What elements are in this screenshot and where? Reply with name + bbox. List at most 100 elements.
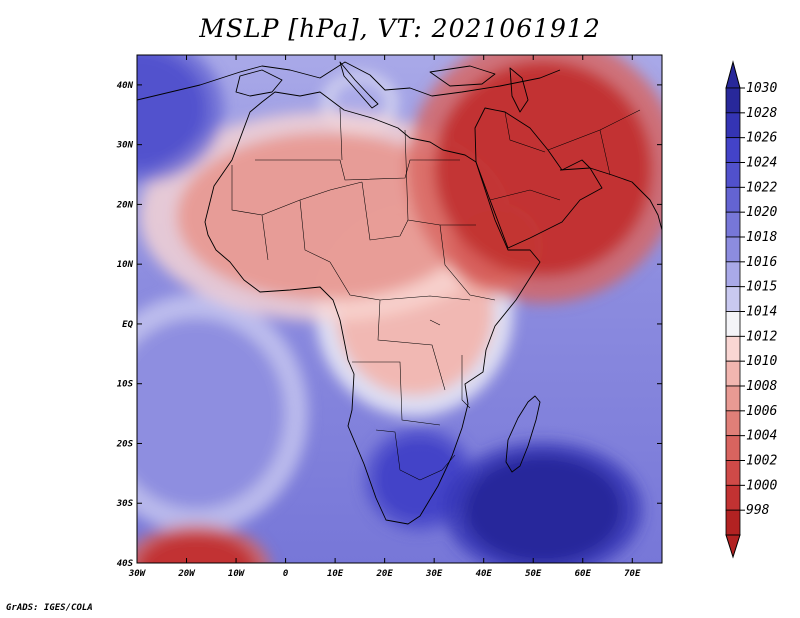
y-tick-label: 30S — [116, 499, 134, 509]
border-line — [404, 129, 476, 226]
colorbar-label: 1002 — [746, 454, 777, 469]
africa-coastline — [204, 91, 541, 525]
pressure-region — [137, 524, 271, 563]
map-plot-area — [137, 55, 662, 563]
colorbar: 1030 1028 1026 1024 1022 1020 1018 1016 1015 1014… — [725, 60, 777, 559]
x-tick-label: 20W — [177, 569, 196, 579]
colorbar-swatch — [725, 137, 741, 163]
colorbar-swatch — [725, 112, 741, 139]
pressure-field — [137, 55, 662, 563]
y-tick-label: 40S — [117, 559, 134, 569]
pressure-contour-inner — [137, 55, 207, 169]
border-line — [429, 319, 441, 326]
x-tick-label: 40E — [476, 569, 493, 579]
colorbar-label: 1016 — [746, 255, 777, 270]
colorbar-label: 1022 — [746, 180, 777, 195]
y-tick-label: 10S — [117, 380, 134, 390]
colorbar-label: 1026 — [746, 131, 777, 146]
colorbar-swatch — [725, 186, 741, 213]
colorbar-label: 1010 — [746, 354, 777, 369]
x-tick-label: 60E — [575, 569, 592, 579]
colorbar-label: 1020 — [746, 205, 777, 220]
x-tick-label: 30E — [425, 569, 443, 579]
pressure-region — [137, 55, 224, 184]
border-line — [231, 165, 269, 261]
colorbar-swatch — [725, 410, 741, 437]
credit-label: GrADS: IGES/COLA — [6, 603, 93, 613]
pressure-contour-inner — [176, 132, 474, 301]
pressure-contour-inner — [434, 60, 653, 277]
colorbar-swatch — [725, 509, 741, 536]
colorbar-swatch — [725, 87, 741, 114]
border-line — [352, 361, 441, 426]
border-line — [461, 355, 471, 409]
black-sea-coastline — [429, 65, 496, 87]
y-tick-label: 20S — [116, 439, 134, 449]
colorbar-swatch — [725, 484, 741, 511]
border-line — [339, 107, 343, 161]
x-tick-label: 30W — [128, 569, 147, 579]
colorbar-swatch — [725, 460, 741, 486]
country-borders — [231, 107, 641, 481]
arabian-coastline — [474, 107, 603, 249]
iberia-coastline — [235, 69, 283, 97]
y-tick-label: 20N — [116, 200, 134, 210]
colorbar-label: 1006 — [746, 404, 777, 419]
colorbar-swatch — [725, 236, 741, 263]
pressure-region — [406, 55, 662, 303]
madagascar-coastline — [505, 395, 541, 473]
pressure-region — [444, 441, 643, 563]
europe-coastline — [137, 61, 561, 101]
colorbar-swatch — [725, 261, 741, 288]
colorbar-label: 1012 — [746, 329, 777, 344]
y-tick-label: 10N — [117, 260, 134, 270]
border-line — [504, 111, 546, 153]
colorbar-swatch — [725, 335, 741, 362]
colorbar-swatch — [725, 385, 741, 412]
border-line — [419, 454, 456, 481]
y-tick-label: 40N — [117, 81, 134, 91]
x-tick-label: 10W — [228, 569, 246, 579]
colorbar-label: 1008 — [746, 379, 777, 394]
border-line — [261, 181, 363, 216]
border-line — [377, 299, 446, 391]
colorbar-swatch — [725, 435, 741, 461]
colorbar-swatch — [725, 211, 741, 238]
italy-coastline — [339, 61, 379, 109]
colorbar-bottom-arrow — [725, 534, 741, 559]
colorbar-label: 1028 — [746, 106, 777, 121]
colorbar-label: 1004 — [746, 429, 777, 444]
colorbar-label: 1015 — [746, 280, 777, 295]
colorbar-top-arrow — [725, 60, 741, 89]
y-tick-label: EQ — [122, 320, 133, 330]
pressure-region — [137, 294, 308, 534]
colorbar-swatch — [725, 360, 741, 387]
x-tick-label: 0 — [283, 569, 289, 579]
x-tick-label: 50E — [525, 569, 542, 579]
x-tick-label: 10E — [327, 569, 344, 579]
x-tick-label: 20E — [376, 569, 394, 579]
border-line — [489, 189, 561, 201]
chart-title: MSLP [hPa], VT: 2021061912 — [199, 14, 601, 43]
colorbar-label: 1030 — [746, 81, 777, 96]
border-line — [375, 429, 421, 481]
colorbar-label: 1000 — [746, 478, 777, 493]
y-tick-label: 30N — [116, 141, 134, 151]
border-line — [255, 159, 460, 181]
border-line — [439, 224, 496, 301]
pressure-contour-inner — [137, 317, 286, 510]
colorbar-label: 1018 — [746, 230, 777, 245]
pressure-contour-inner — [463, 455, 623, 563]
iran-india-coastline — [559, 167, 662, 231]
border-line — [599, 129, 611, 176]
pressure-contour-inner — [137, 533, 256, 563]
colorbar-swatch — [725, 286, 741, 312]
colorbar-swatch — [725, 311, 741, 337]
caspian-coastline — [509, 67, 529, 113]
map-axes: 30W 20W 10W 0 10E 20E 30E 40E 50E 60E 70E 40N 30N 20N… — [116, 55, 662, 579]
colorbar-label: 1014 — [746, 305, 777, 320]
border-line — [299, 199, 331, 263]
colorbar-label: 1024 — [746, 156, 777, 171]
x-tick-label: 70E — [624, 569, 641, 579]
